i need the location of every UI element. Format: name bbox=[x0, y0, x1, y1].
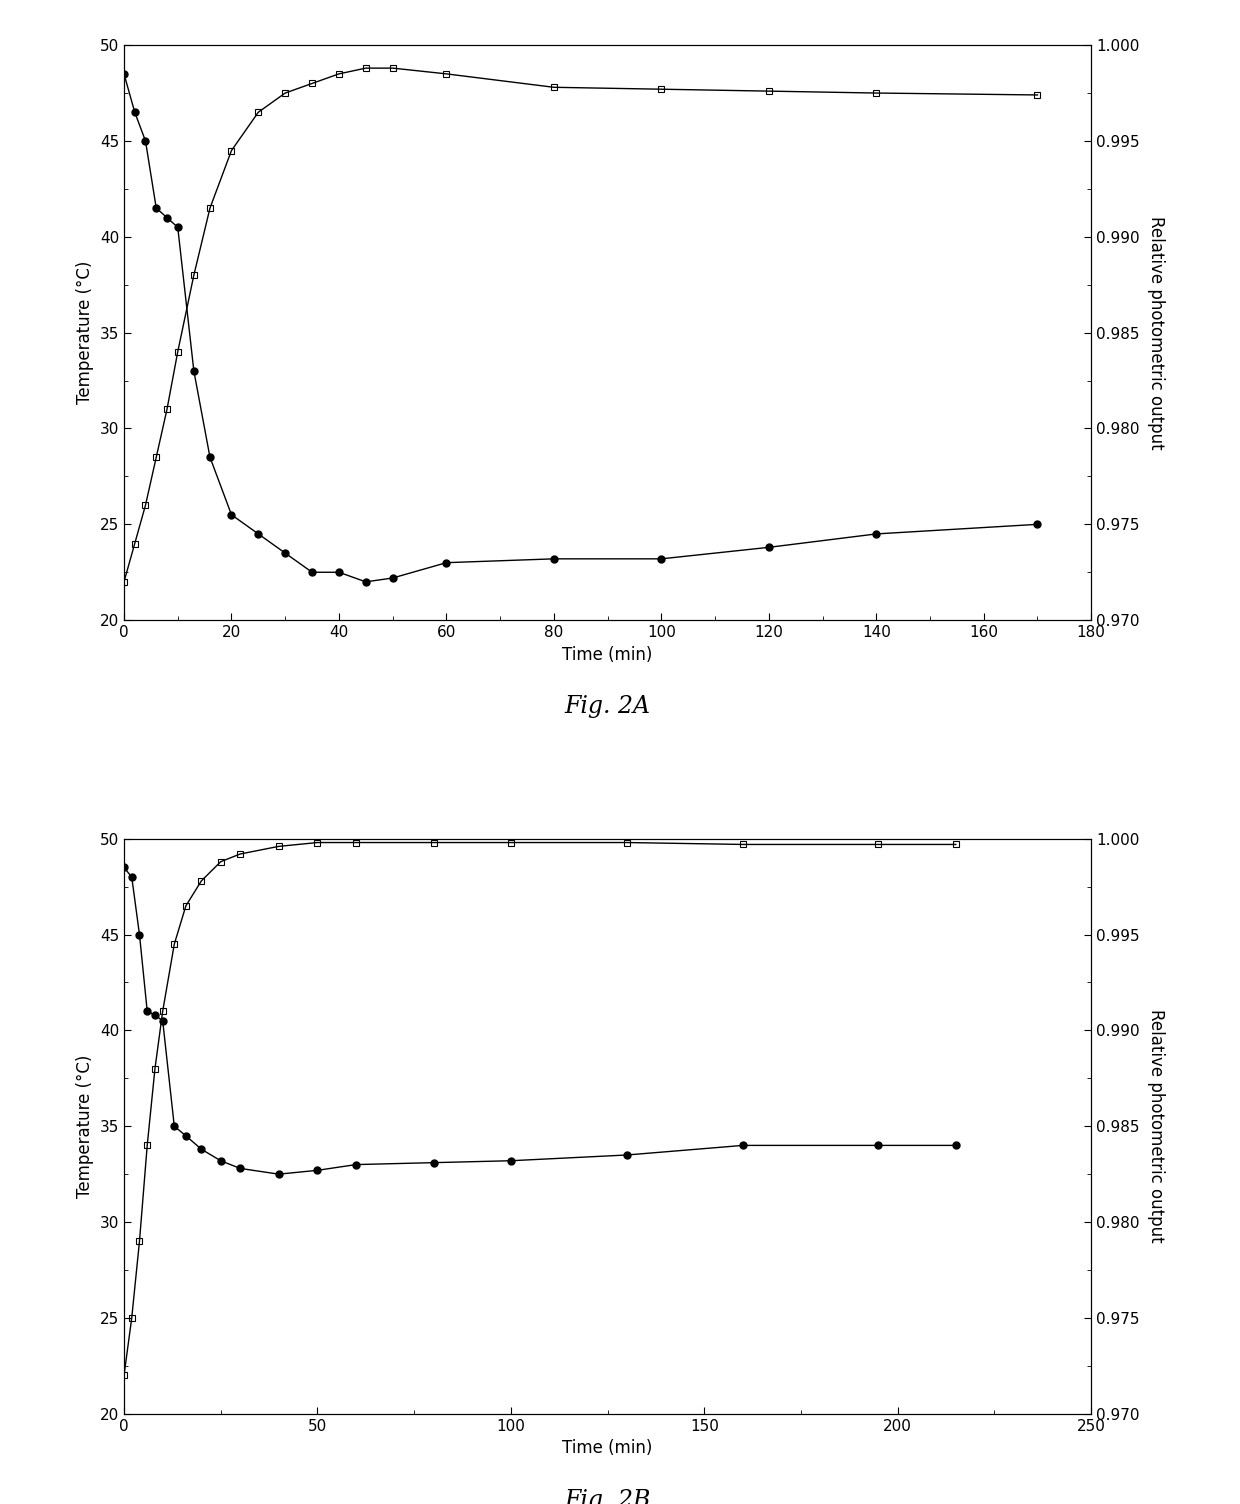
Y-axis label: Temperature (°C): Temperature (°C) bbox=[76, 262, 94, 405]
Y-axis label: Temperature (°C): Temperature (°C) bbox=[76, 1054, 94, 1197]
Text: Fig. 2B: Fig. 2B bbox=[564, 1489, 651, 1504]
X-axis label: Time (min): Time (min) bbox=[563, 645, 652, 663]
Y-axis label: Relative photometric output: Relative photometric output bbox=[1147, 1009, 1164, 1242]
Y-axis label: Relative photometric output: Relative photometric output bbox=[1147, 217, 1164, 450]
Text: Fig. 2A: Fig. 2A bbox=[564, 695, 651, 717]
X-axis label: Time (min): Time (min) bbox=[563, 1439, 652, 1457]
